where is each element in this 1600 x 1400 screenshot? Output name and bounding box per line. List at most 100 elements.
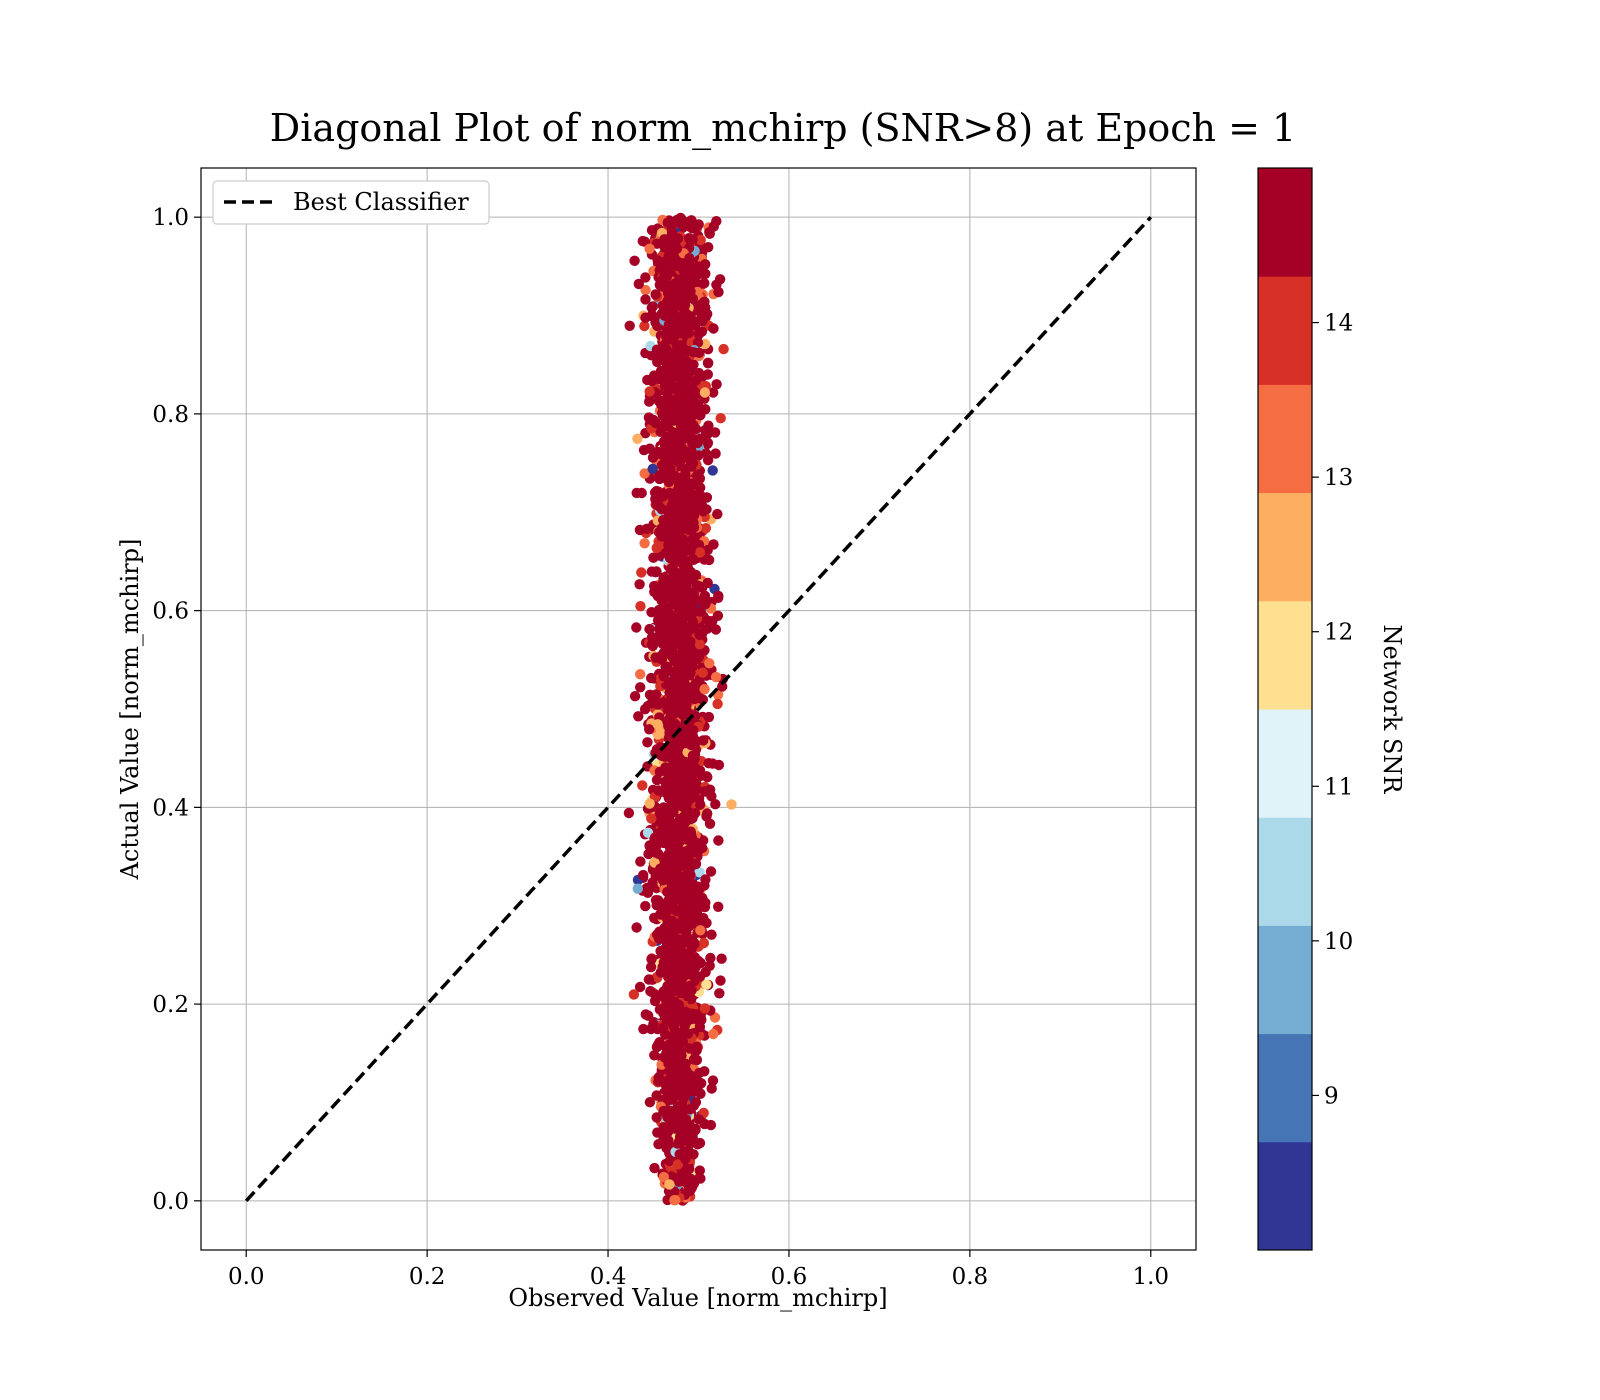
scatter-point xyxy=(644,724,655,735)
scatter-point xyxy=(664,327,675,339)
scatter-point xyxy=(646,639,657,650)
scatter-point xyxy=(657,697,668,708)
scatter-point xyxy=(715,975,726,986)
scatter-point xyxy=(713,835,724,846)
scatter-point xyxy=(666,641,677,652)
x-tick-label: 0.8 xyxy=(952,1264,989,1290)
scatter-point xyxy=(651,344,663,355)
colorbar-segment xyxy=(1258,492,1312,602)
scatter-point xyxy=(658,802,669,813)
scatter-point xyxy=(667,472,678,483)
scatter-point xyxy=(674,392,685,403)
scatter-point xyxy=(675,1047,686,1058)
scatter-point xyxy=(670,515,681,526)
scatter-point xyxy=(687,767,698,779)
scatter-point xyxy=(666,796,677,808)
scatter-point xyxy=(687,730,698,742)
scatter-point xyxy=(674,935,685,946)
scatter-point xyxy=(640,294,651,305)
scatter-point xyxy=(648,415,659,427)
scatter-point xyxy=(645,961,657,973)
scatter-point xyxy=(673,542,684,554)
scatter-point xyxy=(643,974,655,985)
scatter-point xyxy=(624,320,635,331)
scatter-point xyxy=(687,534,698,545)
scatter-point xyxy=(692,652,703,664)
scatter-point xyxy=(658,1105,669,1117)
scatter-point xyxy=(681,893,692,904)
scatter-point xyxy=(693,911,704,922)
scatter-point xyxy=(675,428,686,440)
scatter-point xyxy=(642,374,653,386)
scatter-point xyxy=(686,384,697,396)
scatter-point xyxy=(699,684,710,695)
scatter-point xyxy=(687,553,698,565)
scatter-point xyxy=(653,1039,664,1050)
scatter-point xyxy=(686,461,697,472)
scatter-point xyxy=(687,751,699,762)
x-tick-label: 0.2 xyxy=(409,1264,446,1290)
scatter-point xyxy=(628,989,640,1000)
scatter-point xyxy=(694,433,706,445)
scatter-point xyxy=(665,985,677,996)
scatter-point xyxy=(646,672,657,684)
scatter-point xyxy=(644,840,655,851)
colorbar-segment xyxy=(1258,276,1312,385)
scatter-point xyxy=(676,555,688,566)
scatter-point xyxy=(694,547,705,558)
scatter-point xyxy=(653,395,664,407)
scatter-point xyxy=(660,993,671,1005)
scatter-point xyxy=(690,858,702,870)
scatter-point xyxy=(640,272,651,283)
scatter-point xyxy=(671,971,683,983)
scatter-point xyxy=(717,681,728,692)
scatter-point xyxy=(659,421,670,432)
best-classifier-line xyxy=(244,215,1153,1203)
scatter-point xyxy=(668,743,679,754)
colorbar-frame xyxy=(1257,167,1313,1251)
scatter-point xyxy=(660,762,671,773)
scatter-point xyxy=(674,286,685,297)
scatter-point xyxy=(709,427,721,438)
y-tick-label: 0.2 xyxy=(152,992,189,1018)
scatter-point xyxy=(645,986,656,997)
scatter-point xyxy=(664,431,675,442)
scatter-point xyxy=(671,242,682,253)
scatter-point xyxy=(651,929,663,940)
scatter-point xyxy=(705,952,716,964)
scatter-point xyxy=(710,448,721,459)
scatter-point xyxy=(685,1077,697,1089)
colorbar-segment xyxy=(1258,1033,1312,1143)
scatter-point xyxy=(647,463,658,475)
scatter-point xyxy=(684,1104,695,1115)
scatter-point xyxy=(638,1023,649,1035)
scatter-point xyxy=(668,777,679,789)
scatter-point xyxy=(638,869,649,881)
scatter-point xyxy=(651,542,662,554)
scatter-point xyxy=(687,234,698,245)
scatter-point xyxy=(699,1003,711,1014)
scatter-point xyxy=(650,289,661,300)
scatter-point xyxy=(656,945,668,956)
scatter-point xyxy=(670,1069,681,1080)
scatter-point xyxy=(666,693,677,704)
scatter-point xyxy=(693,219,704,230)
scatter-point xyxy=(694,1021,706,1033)
scatter-point xyxy=(663,813,675,825)
scatter-point xyxy=(650,895,662,906)
scatter-point xyxy=(646,632,658,643)
scatter-point xyxy=(685,870,696,881)
scatter-point xyxy=(695,308,707,319)
scatter-point xyxy=(679,1070,691,1082)
scatter-point xyxy=(700,259,711,270)
scatter-point xyxy=(633,711,644,722)
scatter-point xyxy=(695,234,706,246)
scatter-point xyxy=(629,255,640,266)
scatter-point xyxy=(639,538,650,549)
scatter-point xyxy=(703,758,714,769)
scatter-point xyxy=(658,671,669,682)
y-axis-label: Actual Value [norm_mchirp] xyxy=(116,539,144,881)
scatter-point xyxy=(644,243,655,254)
scatter-point xyxy=(662,295,673,306)
